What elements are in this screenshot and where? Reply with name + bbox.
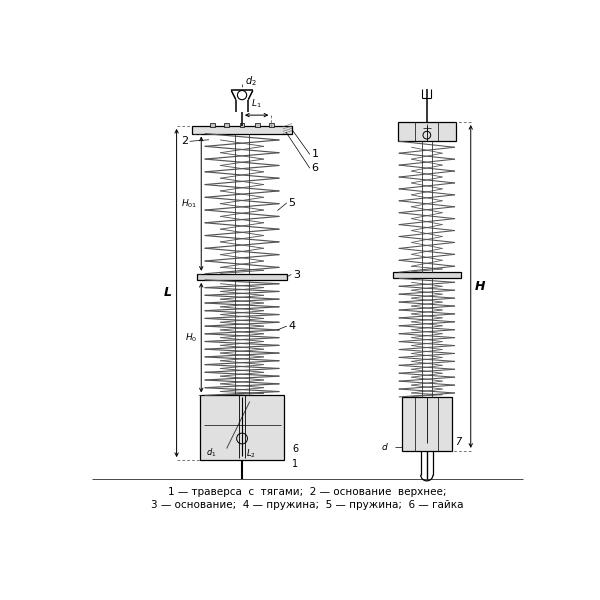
Text: 1 — траверса  с  тягами;  2 — основание  верхнее;: 1 — траверса с тягами; 2 — основание вер…: [168, 487, 447, 497]
Bar: [192, 126, 292, 134]
Text: $L_2$: $L_2$: [246, 448, 256, 460]
Bar: [197, 274, 287, 280]
Bar: [224, 123, 229, 127]
Text: 6: 6: [311, 163, 319, 173]
Text: $H_0$: $H_0$: [185, 331, 197, 344]
Text: $d$: $d$: [380, 442, 388, 452]
Text: $d_1$: $d_1$: [206, 446, 217, 458]
Text: 3 — основание;  4 — пружина;  5 — пружина;  6 — гайка: 3 — основание; 4 — пружина; 5 — пружина;…: [151, 500, 464, 510]
Bar: [402, 397, 452, 451]
Text: 4: 4: [288, 321, 295, 331]
Text: 6: 6: [292, 443, 298, 454]
Text: L: L: [164, 286, 172, 299]
Text: 1: 1: [292, 459, 298, 469]
Bar: [240, 123, 244, 127]
Text: 5: 5: [288, 198, 295, 208]
Text: 2: 2: [181, 136, 188, 146]
Bar: [398, 122, 456, 141]
Text: $L_1$: $L_1$: [251, 97, 262, 110]
Text: 1: 1: [311, 149, 319, 160]
Text: 3: 3: [293, 269, 300, 280]
Bar: [255, 123, 260, 127]
Bar: [200, 395, 284, 460]
Bar: [269, 123, 274, 127]
Text: $H_{01}$: $H_{01}$: [181, 197, 197, 210]
Text: H: H: [475, 280, 485, 293]
Text: $d_2$: $d_2$: [245, 74, 257, 88]
Bar: [393, 272, 461, 278]
Bar: [211, 123, 215, 127]
Text: 7: 7: [455, 437, 461, 446]
